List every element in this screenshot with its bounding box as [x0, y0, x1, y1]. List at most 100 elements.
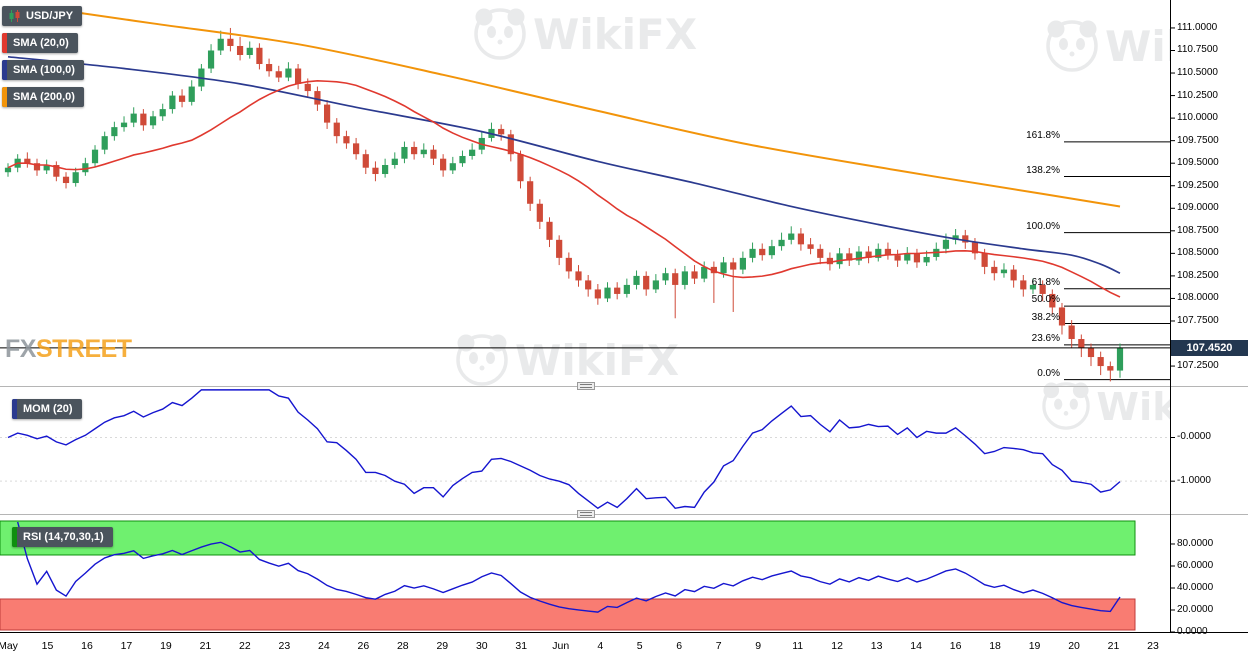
candle-body: [585, 280, 592, 290]
wikifx-watermark: WikiFX: [474, 8, 697, 60]
candle-body: [942, 239, 950, 249]
candle-body: [875, 248, 882, 258]
symbol-badge[interactable]: USD/JPY: [2, 6, 83, 26]
candle-body: [411, 146, 418, 155]
sma20-label: SMA (20,0): [13, 37, 69, 49]
watermark-text: WikiFX: [515, 336, 679, 385]
candle-body: [546, 221, 553, 240]
candle-body: [846, 253, 853, 261]
sma200-line: [46, 7, 1121, 208]
oversold-zone: [0, 598, 1136, 631]
candle-body: [575, 271, 582, 281]
candle-body: [759, 248, 766, 256]
rsi-legend-badge[interactable]: RSI (14,70,30,1): [12, 527, 113, 547]
candle-body: [1020, 280, 1027, 290]
symbol-label: USD/JPY: [26, 10, 74, 22]
candle-body: [836, 253, 843, 265]
candle-body: [91, 149, 99, 164]
candle-body: [797, 233, 805, 245]
candle-body: [952, 235, 959, 240]
candle-body: [720, 262, 727, 274]
sma200-legend-badge[interactable]: SMA (200,0): [2, 87, 84, 107]
candle-body: [207, 50, 215, 69]
candle-body: [498, 128, 505, 135]
candle-body: [294, 68, 302, 84]
candle-body: [556, 239, 563, 258]
sma200-label: SMA (200,0): [13, 91, 75, 103]
candle-body: [807, 244, 814, 249]
mom-line: [7, 389, 1121, 510]
candle-body: [662, 273, 669, 281]
candle-body: [101, 136, 108, 150]
sma100-label: SMA (100,0): [13, 64, 75, 76]
candle-body: [739, 257, 746, 270]
candle-body: [256, 47, 263, 65]
wikifx-watermark: WikiFX: [1046, 20, 1248, 72]
wikifx-watermark: WikiFX: [456, 334, 679, 386]
fxstreet-logo-street: STREET: [35, 335, 132, 363]
candle-body: [285, 68, 292, 78]
candle-body: [817, 248, 824, 258]
candle-body: [517, 154, 524, 182]
candle-body: [904, 253, 911, 261]
candle-body: [449, 163, 456, 171]
candlestick-icon: [9, 10, 20, 22]
candle-body: [884, 248, 892, 256]
sma100-legend-badge[interactable]: SMA (100,0): [2, 60, 84, 80]
candle-body: [265, 64, 273, 72]
candle-body: [652, 280, 659, 290]
candle-body: [188, 86, 195, 102]
fxstreet-logo-fx: FX: [5, 335, 36, 363]
mom-color-bar: [12, 399, 17, 419]
candle-body: [120, 122, 128, 128]
overbought-zone: [0, 520, 1136, 556]
mom-legend-badge[interactable]: MOM (20): [12, 399, 82, 419]
candle-body: [643, 275, 650, 290]
candle-body: [1058, 307, 1066, 326]
panel-splitter-rsi[interactable]: [577, 510, 595, 518]
candle-body: [681, 271, 688, 285]
watermark-text: WikiFX: [1105, 22, 1248, 71]
panel-splitter-mom[interactable]: [577, 382, 595, 390]
candle-body: [275, 71, 282, 78]
candle-body: [343, 136, 350, 144]
candle-body: [62, 176, 70, 184]
sma20-color-bar: [2, 33, 7, 53]
candle-body: [604, 287, 611, 299]
candle-body: [1010, 269, 1017, 281]
candle-body: [730, 262, 737, 270]
candle-body: [1107, 366, 1114, 371]
candle-body: [1000, 269, 1008, 274]
sma20-legend-badge[interactable]: SMA (20,0): [2, 33, 78, 53]
candle-body: [314, 91, 321, 105]
candle-body: [865, 251, 872, 258]
rsi-line: [16, 521, 1121, 613]
candle-body: [633, 275, 640, 285]
candle-body: [701, 266, 708, 279]
candle-body: [894, 255, 901, 261]
candle-body: [1078, 339, 1085, 349]
rsi-color-bar: [12, 527, 17, 547]
candle-body: [53, 165, 60, 177]
sma100-line: [7, 55, 1121, 274]
candle-body: [304, 83, 311, 92]
candle-body: [1116, 348, 1124, 371]
candle-body: [991, 266, 998, 274]
sma100-color-bar: [2, 60, 7, 80]
mom-label: MOM (20): [23, 403, 73, 415]
candle-body: [236, 45, 244, 55]
watermark-text: WikiFX: [533, 10, 697, 59]
candle-body: [768, 246, 775, 256]
watermark-text: WikiFX: [1096, 385, 1247, 430]
candle-body: [855, 251, 863, 261]
candle-body: [778, 239, 785, 247]
sma200-color-bar: [2, 87, 7, 107]
candle-body: [440, 158, 447, 171]
candle-body: [1039, 284, 1046, 294]
candlestick-series: [4, 27, 1124, 382]
candle-body: [981, 253, 988, 267]
wikifx-watermark: WikiFX: [1042, 382, 1247, 430]
rsi-label: RSI (14,70,30,1): [23, 531, 104, 543]
candle-body: [1068, 325, 1075, 340]
